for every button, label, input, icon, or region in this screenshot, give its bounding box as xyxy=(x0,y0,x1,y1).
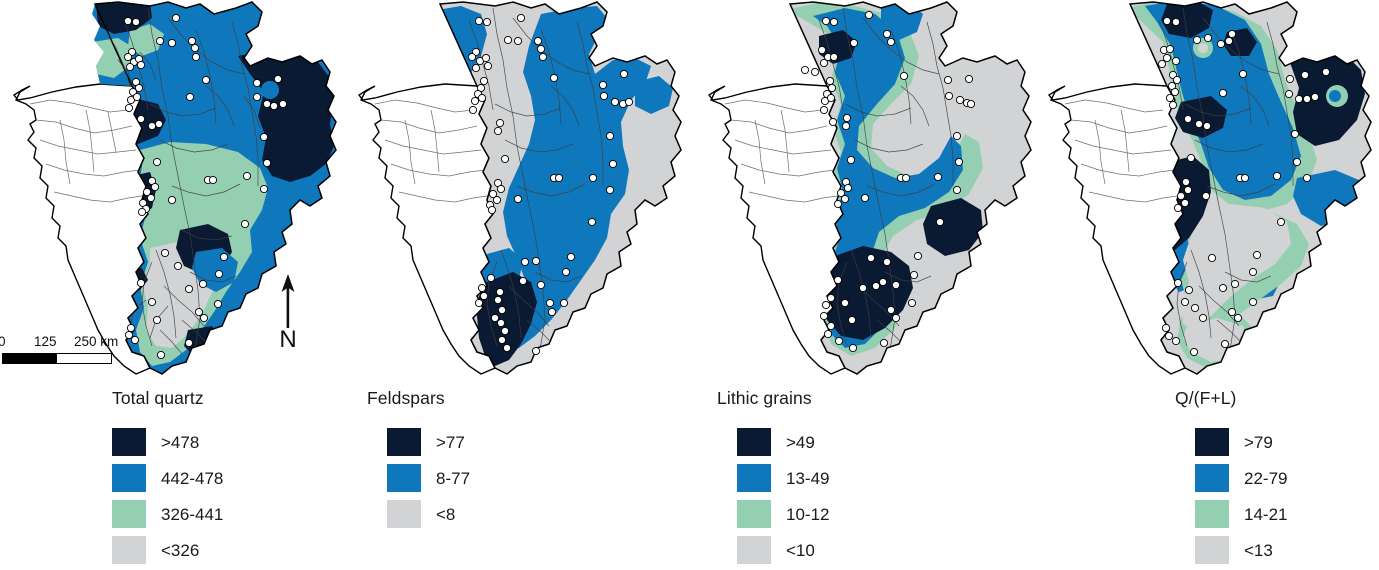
legend-label: >77 xyxy=(436,432,465,452)
legend-label: 13-49 xyxy=(786,468,830,488)
legend-swatch-icon xyxy=(737,536,771,564)
map-total-quartz xyxy=(12,1,337,375)
scale-bar: 0 125 250 km xyxy=(0,334,120,364)
legend-row[interactable]: 442-478 xyxy=(112,462,223,494)
legend-swatch-icon xyxy=(112,500,146,528)
legend-swatch-icon xyxy=(112,428,146,456)
legend-label: >478 xyxy=(161,432,200,452)
scale-bar-graphic xyxy=(2,353,112,364)
legend-row[interactable]: >77 xyxy=(387,426,470,458)
legend-label: 442-478 xyxy=(161,468,224,488)
legend-label: 8-77 xyxy=(436,468,471,488)
scale-label-start: 0 xyxy=(0,334,6,349)
legend-row[interactable]: 8-77 xyxy=(387,462,470,494)
legend-row[interactable]: 14-21 xyxy=(1195,498,1287,530)
peru-internal-borders xyxy=(1064,99,1178,203)
legend-row[interactable]: >478 xyxy=(112,426,223,458)
country-outline-peru xyxy=(707,83,846,375)
scale-bar-labels: 0 125 250 km xyxy=(0,334,120,351)
legend-row[interactable]: >49 xyxy=(737,426,829,458)
legend-label: 326-441 xyxy=(161,504,224,524)
legend-swatch-icon xyxy=(737,428,771,456)
legend-entries: >77 8-77 <8 xyxy=(387,426,470,534)
legend-row[interactable]: 13-49 xyxy=(737,462,829,494)
legend-title: Lithic grains xyxy=(717,388,812,408)
legend-label: >79 xyxy=(1244,432,1273,452)
legend-row[interactable]: <10 xyxy=(737,534,829,566)
map-panel-q-f-plus-l xyxy=(1035,0,1379,380)
map-panel-lithic-grains xyxy=(695,0,1040,380)
legend-row[interactable]: 326-441 xyxy=(112,498,223,530)
river-network xyxy=(468,7,604,363)
legend-row[interactable]: <13 xyxy=(1195,534,1287,566)
legend-title: Feldspars xyxy=(367,388,445,408)
map-panel-feldspars xyxy=(345,0,690,380)
legend-swatch-icon xyxy=(1195,464,1229,492)
legend-swatch-icon xyxy=(387,500,421,528)
peru-internal-borders xyxy=(724,99,838,203)
legend-title: Total quartz xyxy=(112,388,204,408)
legend-row[interactable]: <8 xyxy=(387,498,470,530)
legend-label: <10 xyxy=(786,540,815,560)
legend-label: <8 xyxy=(436,504,456,524)
north-arrow-label: N xyxy=(279,326,297,353)
map-feldspars xyxy=(357,1,682,375)
north-arrow-icon xyxy=(281,274,295,328)
sample-points xyxy=(1157,16,1331,357)
map-lithic-grains xyxy=(707,1,1032,375)
legend-total-quartz: Total quartz >478 442-478 326-441 <326 xyxy=(0,382,345,564)
legend-row[interactable]: >79 xyxy=(1195,426,1287,458)
legend-label: 10-12 xyxy=(786,504,830,524)
peru-internal-borders xyxy=(29,99,143,203)
legend-title: Q/(F+L) xyxy=(1175,388,1237,408)
legend-swatch-icon xyxy=(1195,500,1229,528)
scale-bar-filled-segment xyxy=(3,354,57,363)
basin-outline xyxy=(438,1,682,375)
legend-swatch-icon xyxy=(112,536,146,564)
basin-outline xyxy=(93,1,337,375)
legend-swatch-icon xyxy=(1195,536,1229,564)
legend-row[interactable]: 10-12 xyxy=(737,498,829,530)
legend-label: <326 xyxy=(161,540,200,560)
basin-outline xyxy=(1128,1,1372,375)
sample-points xyxy=(800,10,976,353)
map-q-f-plus-l xyxy=(1047,1,1372,375)
scale-label-mid: 125 xyxy=(34,334,57,349)
legend-entries: >49 13-49 10-12 <10 xyxy=(737,426,829,570)
map-panel-total-quartz: 0 125 250 km N xyxy=(0,0,345,380)
legend-entries: >478 442-478 326-441 <326 xyxy=(112,426,223,570)
legend-q-f-plus-l: Q/(F+L) >79 22-79 14-21 <13 xyxy=(1035,382,1379,564)
river-network xyxy=(818,7,954,363)
legend-label: >49 xyxy=(786,432,815,452)
legend-swatch-icon xyxy=(737,464,771,492)
legend-row[interactable]: 22-79 xyxy=(1195,462,1287,494)
legend-swatch-icon xyxy=(387,464,421,492)
sample-points xyxy=(123,13,288,360)
legend-entries: >79 22-79 14-21 <13 xyxy=(1195,426,1287,570)
legend-row[interactable]: <326 xyxy=(112,534,223,566)
legend-swatch-icon xyxy=(112,464,146,492)
north-arrow: N xyxy=(268,272,308,364)
river-network xyxy=(105,7,261,363)
legend-swatch-icon xyxy=(387,428,421,456)
sample-points xyxy=(467,13,634,356)
basin-outline xyxy=(788,1,1032,375)
peru-internal-borders xyxy=(374,99,488,203)
scale-label-end: 250 km xyxy=(74,334,119,349)
country-outline-peru xyxy=(357,83,496,375)
legend-feldspars: Feldspars >77 8-77 <8 xyxy=(345,382,690,562)
legend-lithic-grains: Lithic grains >49 13-49 10-12 <10 xyxy=(695,382,1040,564)
legend-label: 14-21 xyxy=(1244,504,1288,524)
legend-swatch-icon xyxy=(1195,428,1229,456)
legend-label: <13 xyxy=(1244,540,1273,560)
legend-label: 22-79 xyxy=(1244,468,1288,488)
legend-swatch-icon xyxy=(737,500,771,528)
